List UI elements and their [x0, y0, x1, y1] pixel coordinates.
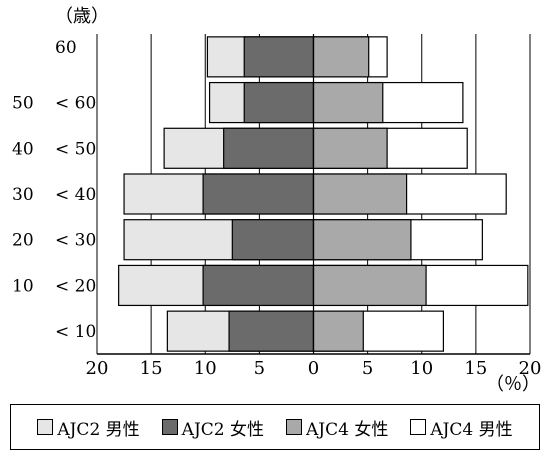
bar: [312, 81, 384, 124]
bar: [243, 36, 315, 78]
legend-label: AJC4 女性: [306, 419, 389, 440]
legend-label: AJC4 男性: [430, 419, 513, 440]
y-category-label: < 20: [55, 276, 96, 296]
y-axis-unit-label: （歳）: [55, 6, 109, 27]
y-axis-labels: < 10 10 < 20 20 < 30 30 < 40 40 < 50 50 < 60 60: [12, 38, 96, 342]
legend-label: AJC2 男性: [57, 419, 140, 440]
legend-item: AJC4 女性: [286, 415, 388, 440]
y-category-label: < 30: [55, 231, 96, 251]
bar: [228, 310, 315, 352]
legend-swatch: [37, 419, 54, 435]
bar: [312, 219, 412, 261]
y-category-label: < 40: [55, 185, 96, 205]
x-tick-label: 15: [140, 358, 163, 379]
bar: [312, 127, 388, 169]
x-tick-label: 15: [464, 358, 487, 379]
legend-item: AJC2 女性: [161, 415, 264, 440]
bar: [231, 219, 315, 261]
bars: [118, 34, 529, 354]
legend-item: AJC4 男性: [410, 415, 513, 440]
bar: [312, 36, 370, 78]
bar: [312, 264, 427, 307]
y-category-label: < 60: [55, 94, 96, 114]
x-tick-label: 10: [194, 358, 217, 379]
bar: [223, 127, 315, 169]
x-axis-unit-label: （％）: [486, 374, 540, 395]
x-tick-label: 5: [254, 358, 265, 379]
x-tick-label: 5: [362, 358, 373, 379]
x-tick-label: 0: [308, 358, 319, 379]
y-category-lower-bound: 20: [12, 231, 34, 251]
x-tick-label: 10: [410, 358, 433, 379]
x-axis: 20 15 10 5 0 5 10 15 20: [86, 353, 542, 379]
bar: [202, 173, 315, 215]
bar: [243, 81, 315, 124]
bar: [312, 173, 408, 215]
y-category-label: 60: [55, 38, 77, 58]
legend-swatch: [161, 419, 178, 435]
x-tick-label: 20: [519, 358, 542, 379]
bar: [202, 264, 315, 307]
x-tick-label: 20: [86, 358, 109, 379]
legend-swatch: [410, 419, 427, 435]
legend: AJC2 男性 AJC2 女性 AJC4 女性 AJC4 男性: [10, 404, 540, 450]
y-category-lower-bound: 10: [12, 276, 34, 296]
legend-item: AJC2 男性: [37, 415, 140, 440]
y-category-lower-bound: 50: [12, 94, 34, 114]
y-category-lower-bound: 30: [12, 185, 34, 205]
bar: [312, 310, 364, 352]
legend-label: AJC2 女性: [181, 419, 264, 440]
legend-swatch: [286, 419, 302, 435]
y-category-label: < 10: [55, 322, 96, 342]
y-category-label: < 50: [55, 139, 96, 159]
y-category-lower-bound: 40: [12, 139, 34, 159]
